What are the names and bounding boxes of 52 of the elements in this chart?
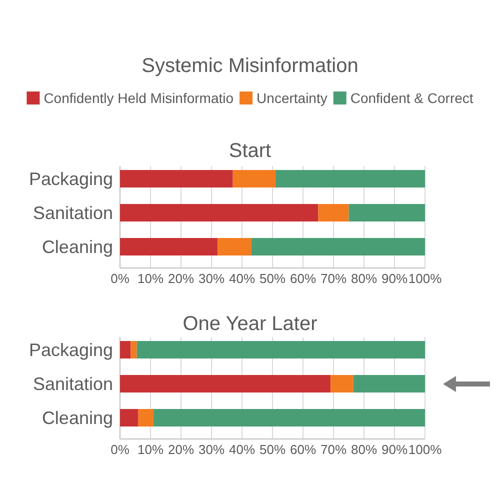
x-tick-label: 30%	[198, 271, 225, 286]
bar	[120, 238, 218, 256]
bar	[120, 409, 138, 426]
x-tick-label: 20%	[168, 442, 194, 457]
x-tick-label: 10%	[137, 271, 164, 286]
x-tick-label: 100%	[408, 271, 442, 286]
bar	[138, 409, 154, 426]
bar	[353, 375, 425, 392]
bar	[218, 238, 252, 256]
y-tick-label: Cleaning	[42, 237, 113, 258]
y-tick-label: Sanitation	[32, 374, 113, 394]
legend-label: Confidently Held Misinformatio	[44, 90, 234, 106]
y-tick-label: Sanitation	[32, 203, 113, 224]
x-tick-label: 0%	[110, 442, 130, 457]
x-tick-label: 70%	[320, 271, 347, 286]
bar	[348, 204, 425, 222]
x-tick-label: 80%	[350, 442, 378, 457]
bar	[130, 341, 137, 358]
x-tick-label: 0%	[110, 271, 130, 286]
bar	[276, 170, 425, 188]
x-tick-label: 90%	[381, 271, 408, 286]
x-tick-label: 60%	[290, 271, 316, 286]
x-tick-label: 20%	[168, 271, 194, 286]
x-tick-label: 100%	[408, 442, 442, 457]
x-tick-label: 40%	[228, 442, 256, 457]
x-tick-label: 60%	[290, 442, 316, 457]
y-tick-label: Packaging	[28, 340, 113, 360]
bar	[318, 204, 349, 222]
bar	[120, 170, 233, 188]
bar	[154, 409, 425, 426]
x-tick-label: 50%	[259, 442, 286, 457]
x-tick-label: 40%	[228, 271, 256, 286]
chart-subtitle: Start	[228, 140, 272, 162]
y-tick-label: Packaging	[28, 169, 113, 190]
x-tick-label: 10%	[137, 442, 164, 457]
bar	[136, 341, 425, 358]
x-tick-label: 90%	[381, 442, 408, 457]
legend-label: Uncertainty	[256, 90, 328, 106]
legend-label: Confident & Correct	[350, 90, 474, 106]
bar	[120, 204, 318, 222]
x-tick-label: 70%	[320, 442, 347, 457]
x-tick-label: 80%	[350, 271, 378, 286]
bar	[330, 375, 354, 392]
chart-title: One Year Later	[182, 313, 318, 335]
bar	[251, 238, 425, 256]
bar	[120, 375, 330, 392]
bar	[232, 170, 276, 188]
y-tick-label: Cleaning	[42, 408, 113, 428]
x-tick-label: 50%	[259, 271, 286, 286]
x-tick-label: 30%	[198, 442, 225, 457]
chart-title: Systemic Misinformation	[142, 55, 358, 77]
bar	[120, 341, 131, 358]
